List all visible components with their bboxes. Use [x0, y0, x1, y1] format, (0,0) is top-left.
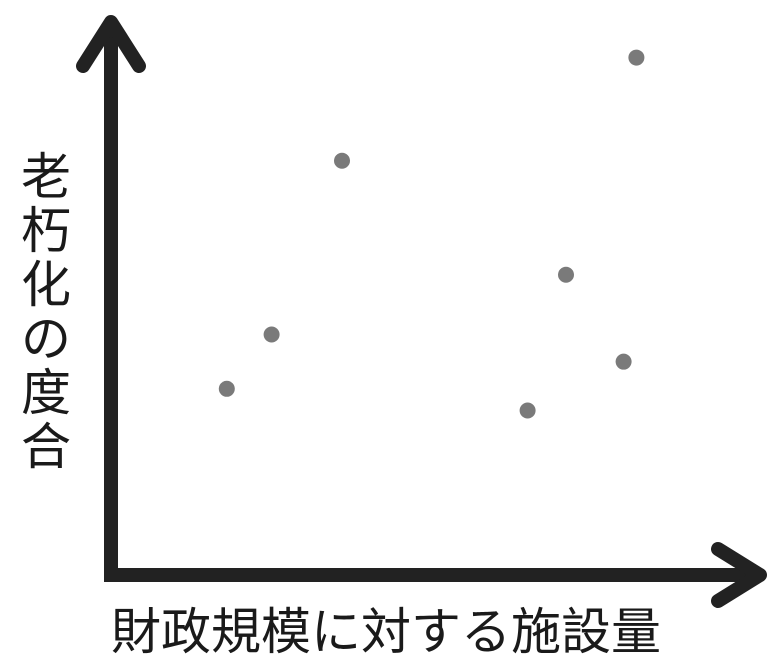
y-axis-arrowhead	[76, 15, 146, 73]
y-axis-label-char: の	[21, 310, 71, 368]
data-point	[218, 380, 235, 397]
data-point	[558, 266, 574, 283]
y-axis-label-char: 化	[21, 256, 71, 314]
data-point	[263, 326, 280, 343]
y-axis-label: 老朽化の度合	[14, 150, 78, 480]
x-axis-arrowhead	[711, 542, 767, 608]
data-point	[519, 402, 536, 419]
x-axis-label: 財政規模に対する施設量	[111, 603, 661, 661]
data-points	[218, 49, 645, 419]
data-point	[628, 49, 645, 66]
data-point	[615, 353, 632, 370]
axes	[76, 15, 767, 608]
y-axis-label-char: 朽	[21, 202, 71, 260]
y-axis-label-char: 老	[21, 148, 71, 206]
y-axis-label-char: 度	[21, 364, 71, 422]
data-point	[334, 152, 350, 169]
y-axis-label-char: 合	[21, 418, 71, 476]
